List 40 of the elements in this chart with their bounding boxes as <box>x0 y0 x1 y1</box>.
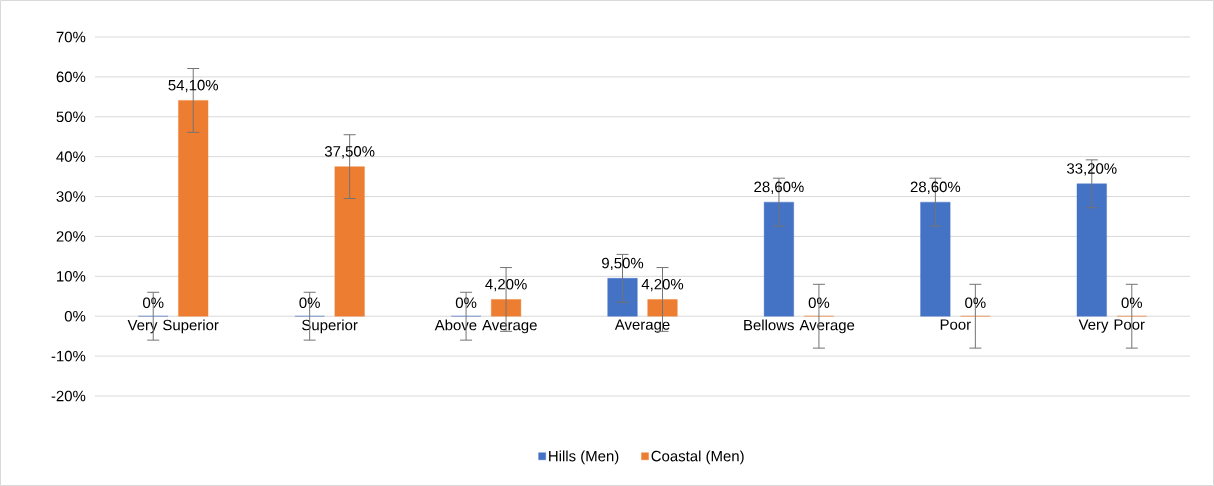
y-tick-label: 50% <box>56 111 86 123</box>
x-tick-label: Superior <box>302 319 358 334</box>
y-tick-label: 10% <box>57 271 86 282</box>
data-label: 9,50% <box>602 257 644 271</box>
data-label: 28,60% <box>910 181 961 194</box>
y-tick-label: 40% <box>56 151 86 162</box>
bar <box>1076 183 1107 317</box>
data-label: 0% <box>965 297 986 309</box>
x-tick-label: Very Superior <box>127 319 219 334</box>
y-tick-label: -10% <box>51 350 86 362</box>
data-label: 33,20% <box>1067 163 1117 176</box>
y-tick-label: 70% <box>56 31 86 43</box>
data-label: 28,60% <box>754 181 804 194</box>
x-tick-label: Above Average <box>434 319 537 334</box>
y-tick-label: -20% <box>51 390 86 402</box>
y-tick-label: 20% <box>56 231 86 242</box>
y-tick-label: 0% <box>64 310 86 322</box>
data-label: 4,20% <box>641 278 684 292</box>
data-label: 0% <box>808 297 830 309</box>
y-tick-label: 30% <box>56 191 86 202</box>
data-label: 4,20% <box>485 278 527 292</box>
bar <box>647 299 678 317</box>
bar <box>334 166 365 317</box>
data-label: 0% <box>299 297 320 309</box>
data-label: 0% <box>143 297 164 309</box>
x-tick-label: Very Poor <box>1078 319 1145 333</box>
bar <box>763 201 794 317</box>
data-label: 54,10% <box>168 79 219 93</box>
bar <box>178 100 209 317</box>
legend-label: Hills (Men) <box>549 450 619 465</box>
y-tick-label: 60% <box>56 71 86 83</box>
data-label: 0% <box>455 297 477 309</box>
legend-label: Coastal (Men) <box>651 450 744 465</box>
bar <box>920 201 951 317</box>
x-tick-label: Bellows Average <box>744 319 855 334</box>
x-tick-label: Poor <box>940 319 971 330</box>
data-label: 37,50% <box>324 146 375 159</box>
bar <box>491 299 522 317</box>
x-tick-label: Average <box>614 319 670 333</box>
data-label: 0% <box>1121 297 1143 309</box>
